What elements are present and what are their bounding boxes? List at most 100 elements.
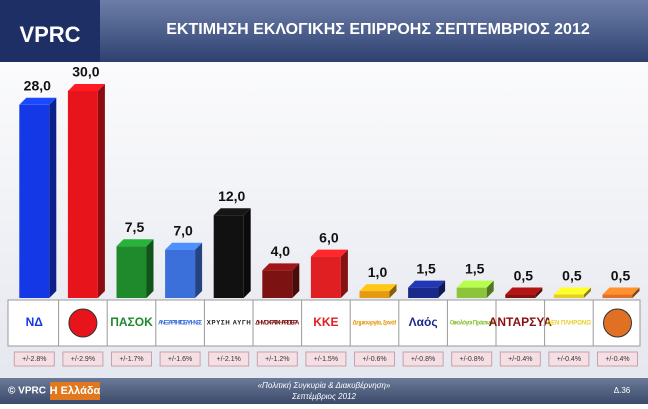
value-label: 0,5: [514, 267, 534, 283]
error-label: +/-0.6%: [362, 356, 386, 363]
error-box: [159, 351, 201, 367]
error-box: [111, 351, 152, 367]
bar-side: [389, 284, 397, 298]
party-logo: ΔΗΜΟΚΡΑΤΙΚΗ ΑΡΙΣΤΕΡΑ: [255, 321, 300, 327]
bar: [456, 287, 487, 298]
error-label: +/-0.4%: [605, 356, 629, 363]
party-logo: ΝΔ: [26, 315, 44, 329]
error-label: +/-0.4%: [508, 356, 532, 363]
value-label: 12,0: [218, 188, 245, 204]
party-logo: ΑΝΤΑΡΣΥΑ: [489, 315, 553, 329]
bar-top: [602, 287, 640, 295]
bar-top: [310, 249, 348, 257]
error-label: +/-1.6%: [168, 356, 192, 363]
logo-box: [0, 0, 100, 62]
error-box: [256, 351, 298, 367]
header-bar: [0, 0, 648, 62]
bar: [310, 256, 341, 298]
value-label: 0,5: [611, 267, 631, 283]
error-label: +/-0.8%: [411, 356, 435, 363]
party-logo-shape: [68, 308, 98, 338]
error-box: [499, 351, 541, 367]
error-box: [208, 351, 250, 367]
bar: [67, 91, 98, 298]
error-box: [451, 351, 493, 367]
bar-side: [49, 97, 57, 298]
error-box: [402, 351, 444, 367]
value-label: 30,0: [72, 64, 99, 80]
party-logo: ΠΑΣΟΚ: [110, 315, 153, 329]
error-box: [354, 351, 395, 367]
bar-top: [553, 287, 591, 295]
error-box: [597, 351, 638, 367]
logo: VPRC: [19, 22, 80, 47]
party-logo: Δημιουργία, ξανά!: [353, 321, 397, 327]
party-logo: ΧΡΥΣΗ ΑΥΓΗ: [207, 321, 251, 327]
bar: [408, 287, 439, 298]
bar-top: [505, 287, 543, 295]
brand: Η Ελλάδα: [50, 385, 101, 397]
bar-side: [340, 249, 348, 298]
copyright: © VPRC: [8, 386, 46, 397]
value-label: 1,0: [368, 264, 388, 280]
bar-top: [262, 263, 300, 271]
bar-top: [116, 239, 154, 247]
error-box: [62, 351, 104, 367]
series-title: «Πολιτική Συγκυρία & Διακυβέρνηση»: [258, 381, 391, 390]
bar: [19, 104, 50, 298]
value-label: 1,5: [465, 260, 485, 276]
error-label: +/-1.5%: [314, 356, 338, 363]
party-logo: ΔΕΝ ΠΛΗΡΩΝΩ: [547, 321, 591, 327]
bar-top: [359, 284, 397, 292]
value-label: 6,0: [319, 229, 339, 245]
error-label: +/-0.4%: [557, 356, 581, 363]
bar: [165, 249, 196, 298]
bar-top: [165, 242, 203, 250]
chart-title: ΕΚΤΙΜΗΣΗ ΕΚΛΟΓΙΚΗΣ ΕΠΙΡΡΟΗΣ ΣΕΠΤΕΜΒΡΙΟΣ …: [166, 21, 590, 38]
footer-date: Σεπτέμβριος 2012: [291, 392, 356, 401]
bar-top: [456, 280, 494, 288]
value-label: 28,0: [24, 78, 51, 94]
party-logo-shape: [603, 308, 632, 338]
bar-side: [292, 263, 300, 298]
party-logo: Λαός: [409, 315, 438, 329]
party-logo: Οικολόγοι Πράσινοι: [450, 321, 494, 327]
error-label: +/-1.7%: [119, 356, 143, 363]
page-number: Δ.36: [614, 386, 631, 395]
error-label: +/-2.8%: [22, 356, 46, 363]
footer-bar: [0, 378, 648, 404]
bar: [602, 294, 633, 298]
bar: [553, 294, 584, 298]
bar-side: [486, 280, 494, 298]
bar: [359, 291, 390, 298]
error-label: +/-2.1%: [217, 356, 241, 363]
bar: [213, 215, 244, 298]
value-label: 7,5: [125, 219, 145, 235]
bar-side: [535, 287, 543, 298]
error-label: +/-0.8%: [460, 356, 484, 363]
bar-side: [243, 208, 251, 298]
party-logo: ΚΚΕ: [313, 315, 338, 329]
bar-side: [97, 84, 105, 298]
error-box: [13, 351, 55, 367]
bar-top: [67, 84, 105, 91]
bar: [262, 270, 293, 298]
bar-top: [19, 97, 57, 105]
value-label: 1,5: [416, 260, 436, 276]
value-label: 4,0: [271, 243, 291, 259]
value-label: 0,5: [562, 267, 582, 283]
brand-box: [50, 382, 100, 400]
bar-side: [583, 287, 591, 298]
error-box: [548, 351, 590, 367]
bar-side: [632, 287, 640, 298]
logo-row: [7, 299, 641, 347]
bar: [116, 246, 147, 298]
value-label: 7,0: [173, 222, 193, 238]
bar-side: [195, 242, 203, 298]
bar-top: [408, 280, 446, 288]
party-logo: ΑΝΕΞΑΡΤΗΤΟΙ ΕΛΛΗΝΕΣ: [158, 321, 202, 327]
error-label: +/-1.2%: [265, 356, 289, 363]
error-label: +/-2.9%: [71, 356, 95, 363]
bar-top: [213, 208, 251, 216]
